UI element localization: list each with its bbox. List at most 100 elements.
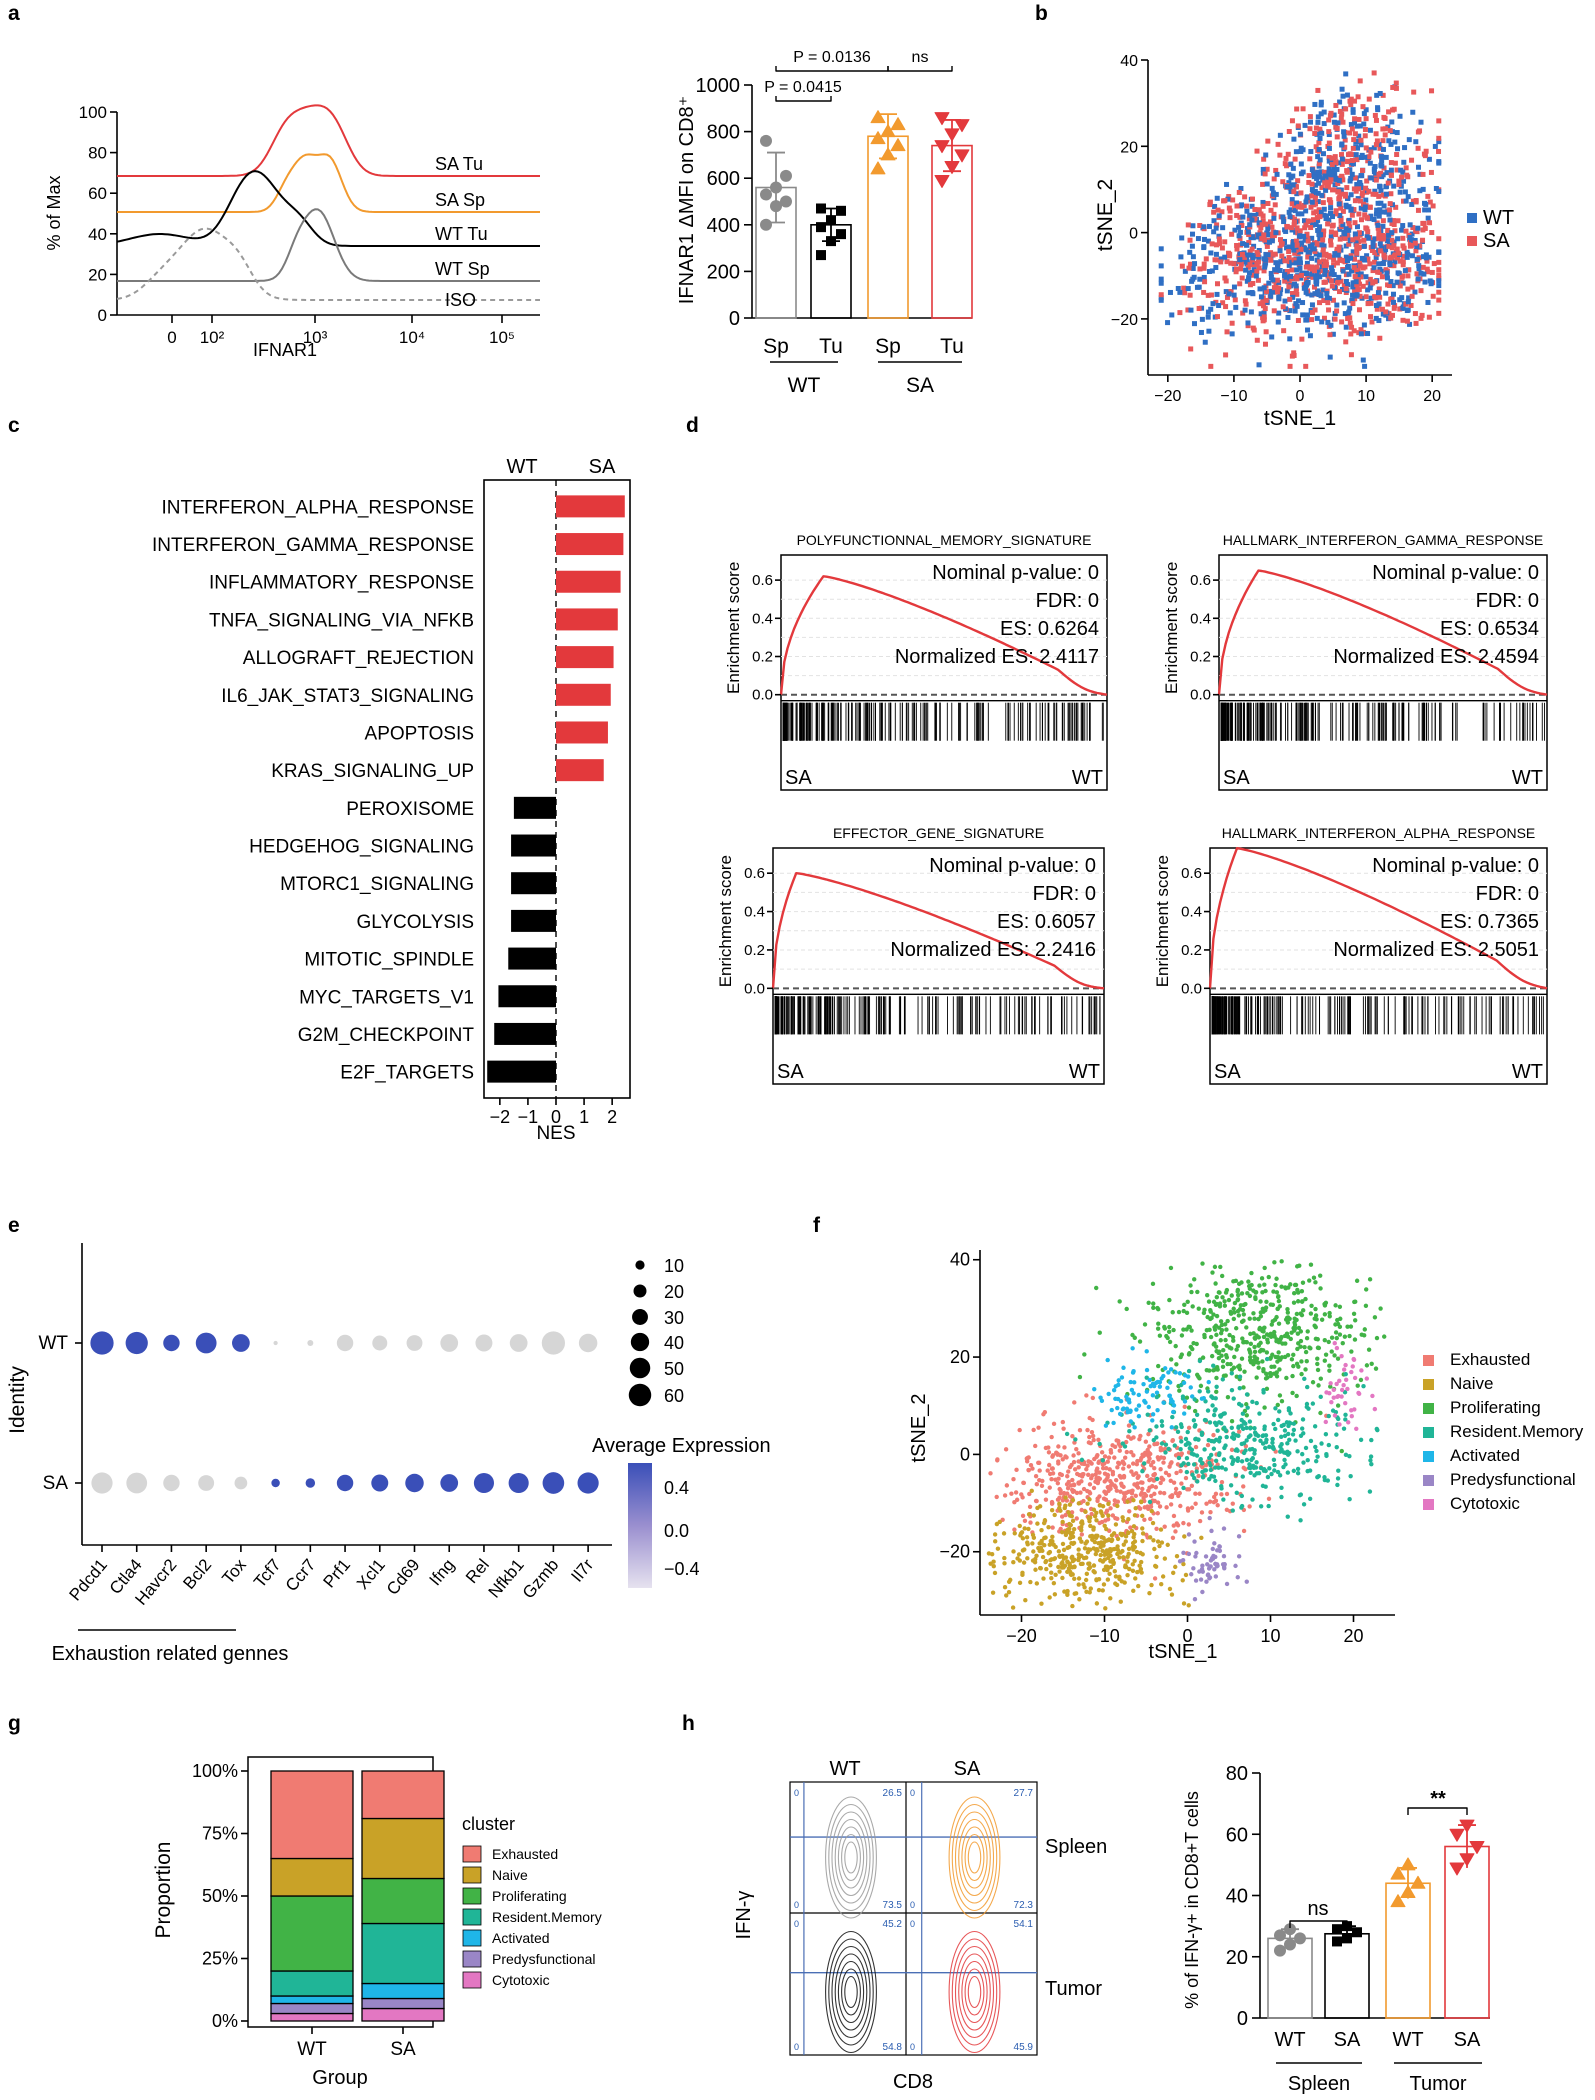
f-point [1285,1514,1290,1519]
f-point [1164,1333,1169,1339]
b-point [1380,126,1386,132]
f-point [1189,1328,1194,1333]
f-point [1244,1579,1249,1584]
b-ytick-label: −20 [1111,312,1138,329]
c-bar [513,796,556,819]
b-point [1269,289,1275,295]
b-point [1328,229,1334,235]
f-point [1359,1368,1364,1373]
f-point [1094,1546,1100,1552]
f-point [1274,1370,1279,1375]
b-point [1222,239,1228,245]
f-point [1094,1577,1099,1582]
f-point [1325,1478,1331,1483]
b-point [1415,276,1421,282]
f-point [1269,1471,1274,1477]
b-xtick-label: −10 [1220,388,1247,405]
f-point [1146,1453,1151,1459]
f-point [1164,1505,1169,1510]
d-gsea-plot-2-pval: Nominal p-value: 0 [1372,562,1539,584]
f-point [1022,1526,1027,1531]
f-point [1136,1414,1142,1419]
f-point [1340,1340,1345,1346]
f-point [1162,1326,1168,1331]
b-point [1285,151,1291,157]
f-point [1221,1526,1227,1531]
b-point [1313,182,1319,188]
b-point [1344,232,1350,238]
f-point [1313,1306,1318,1312]
f-point [1194,1550,1199,1556]
f-point [1069,1540,1074,1546]
b-point [1316,161,1322,167]
f-point [1103,1518,1108,1523]
b-point [1226,205,1232,211]
b-point [1326,180,1332,186]
b-point [1165,320,1171,326]
f-point [1348,1473,1353,1479]
b-point [1351,328,1357,334]
f-point [1242,1369,1247,1374]
b-point [1271,308,1277,314]
b-point [1316,267,1322,273]
f-point [1076,1547,1081,1552]
f-point [1126,1517,1131,1522]
b-point [1251,327,1257,333]
b-point [1317,157,1323,163]
b-point [1320,151,1326,157]
f-point [1047,1485,1052,1490]
a-bar-category: Sp [763,335,789,358]
a-bar-category: Sp [875,335,901,358]
b-point [1367,285,1373,291]
b-point [1429,230,1435,236]
f-point [1113,1396,1118,1401]
b-point [1347,315,1353,321]
b-point [1297,230,1303,236]
f-point [1131,1588,1136,1594]
f-point [1279,1399,1285,1404]
f-point [1229,1425,1234,1431]
b-point [1288,273,1294,279]
b-point [1177,289,1183,295]
b-point [1436,249,1442,255]
b-point [1282,161,1288,167]
f-point [1259,1347,1264,1353]
f-point [1093,1551,1099,1557]
b-point [1312,248,1318,254]
f-point [1155,1500,1161,1505]
b-point [1384,275,1390,281]
b-point [1320,250,1326,256]
f-point [1339,1353,1344,1359]
f-point [1220,1364,1226,1369]
f-point [1336,1468,1341,1473]
f-point [1088,1534,1093,1539]
f-point [1188,1283,1193,1288]
b-point [1290,242,1296,248]
b-point [1362,154,1368,160]
b-point [1414,243,1420,249]
b-point [1237,281,1243,287]
b-point [1284,288,1290,294]
b-point [1297,260,1303,266]
b-point [1264,243,1270,249]
f-point [1162,1556,1168,1561]
f-point [1039,1528,1044,1533]
f-point [1214,1313,1220,1319]
f-point [1199,1535,1204,1540]
f-point [1138,1568,1143,1573]
b-point [1426,254,1432,260]
b-point [1347,320,1353,326]
f-point [1257,1411,1262,1416]
f-point [1356,1391,1362,1396]
b-point [1197,276,1203,282]
b-point [1350,301,1356,307]
f-point [1257,1283,1262,1288]
panel-label-a: a [8,2,20,25]
f-point [1326,1413,1331,1419]
e-dot-wt [307,1340,314,1346]
f-point [1155,1539,1161,1544]
b-point [1375,290,1381,296]
e-row-label: WT [38,1333,68,1354]
b-point [1244,261,1250,267]
d-gsea-plot-1-fdr: FDR: 0 [1036,590,1099,612]
